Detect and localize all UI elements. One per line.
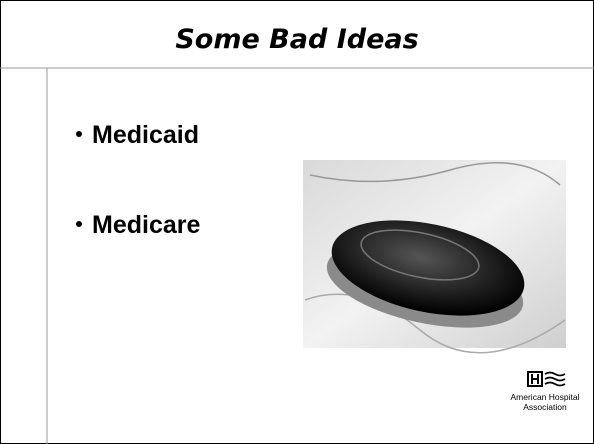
- bullet-dot: [76, 221, 82, 227]
- coin-photo: [303, 160, 566, 353]
- slide-title: Some Bad Ideas: [175, 24, 418, 55]
- bullet-text: Medicaid: [92, 121, 199, 149]
- slide: Some Bad Ideas Medicaid Medicare America…: [0, 0, 594, 444]
- logo-text: Association: [523, 402, 567, 412]
- bullet-text: Medicare: [92, 211, 200, 239]
- logo-text: American Hospital: [511, 392, 580, 402]
- bullet-dot: [76, 131, 82, 137]
